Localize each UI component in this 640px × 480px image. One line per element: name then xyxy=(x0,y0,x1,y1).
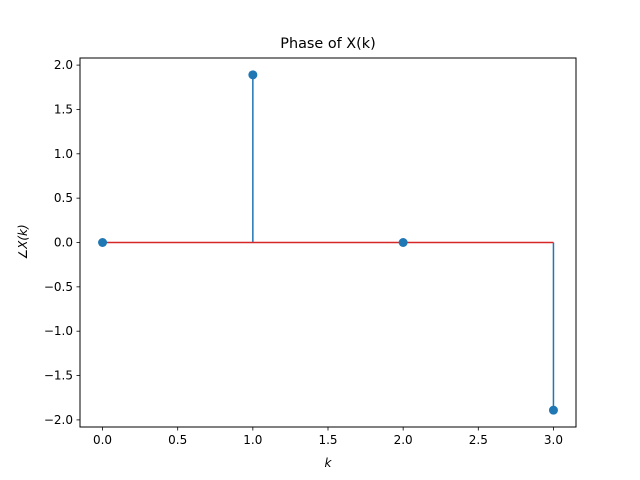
x-tick-label: 2.5 xyxy=(469,433,488,447)
x-axis-label: k xyxy=(325,456,333,470)
chart-marks xyxy=(98,70,558,415)
y-tick-label: −1.5 xyxy=(44,369,73,383)
y-tick-label: −1.0 xyxy=(44,324,73,338)
x-tick-label: 1.0 xyxy=(243,433,262,447)
y-axis-label: ∠X(k) xyxy=(16,224,30,259)
stem-marker xyxy=(548,405,558,415)
stem-marker xyxy=(98,238,108,247)
y-tick-label: −0.5 xyxy=(44,280,73,294)
x-tick-label: 0.0 xyxy=(93,433,112,447)
x-tick-label: 2.0 xyxy=(394,433,413,447)
y-tick-label: 0.0 xyxy=(54,236,73,250)
x-axis-ticks: 0.0 0.5 1.0 1.5 2.0 2.5 3.0 xyxy=(93,427,563,447)
y-tick-label: 0.5 xyxy=(54,191,73,205)
y-axis-ticks: 2.0 1.5 1.0 0.5 0.0 −0.5 −1.0 −1.5 −2.0 xyxy=(44,58,80,427)
y-tick-label: −2.0 xyxy=(44,413,73,427)
y-tick-label: 1.0 xyxy=(54,147,73,161)
x-tick-label: 0.5 xyxy=(168,433,187,447)
stem-marker xyxy=(398,238,408,247)
y-tick-label: 1.5 xyxy=(54,102,73,116)
x-tick-label: 1.5 xyxy=(318,433,337,447)
x-tick-label: 3.0 xyxy=(544,433,563,447)
stem-marker xyxy=(248,70,258,80)
chart-title: Phase of X(k) xyxy=(280,36,375,52)
y-tick-label: 2.0 xyxy=(54,58,73,72)
